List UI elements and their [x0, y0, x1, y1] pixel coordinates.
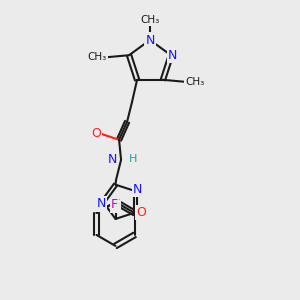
Text: N: N [145, 34, 155, 46]
Text: F: F [113, 198, 120, 212]
Text: O: O [91, 127, 101, 140]
Text: CH₃: CH₃ [88, 52, 107, 62]
Text: CH₃: CH₃ [185, 77, 204, 87]
Text: O: O [137, 206, 147, 219]
Text: N: N [108, 153, 117, 166]
Text: F: F [111, 198, 118, 212]
Text: N: N [168, 49, 178, 62]
Text: CH₃: CH₃ [140, 15, 160, 25]
Text: N: N [133, 183, 142, 196]
Text: N: N [96, 197, 106, 210]
Text: H: H [129, 154, 137, 164]
